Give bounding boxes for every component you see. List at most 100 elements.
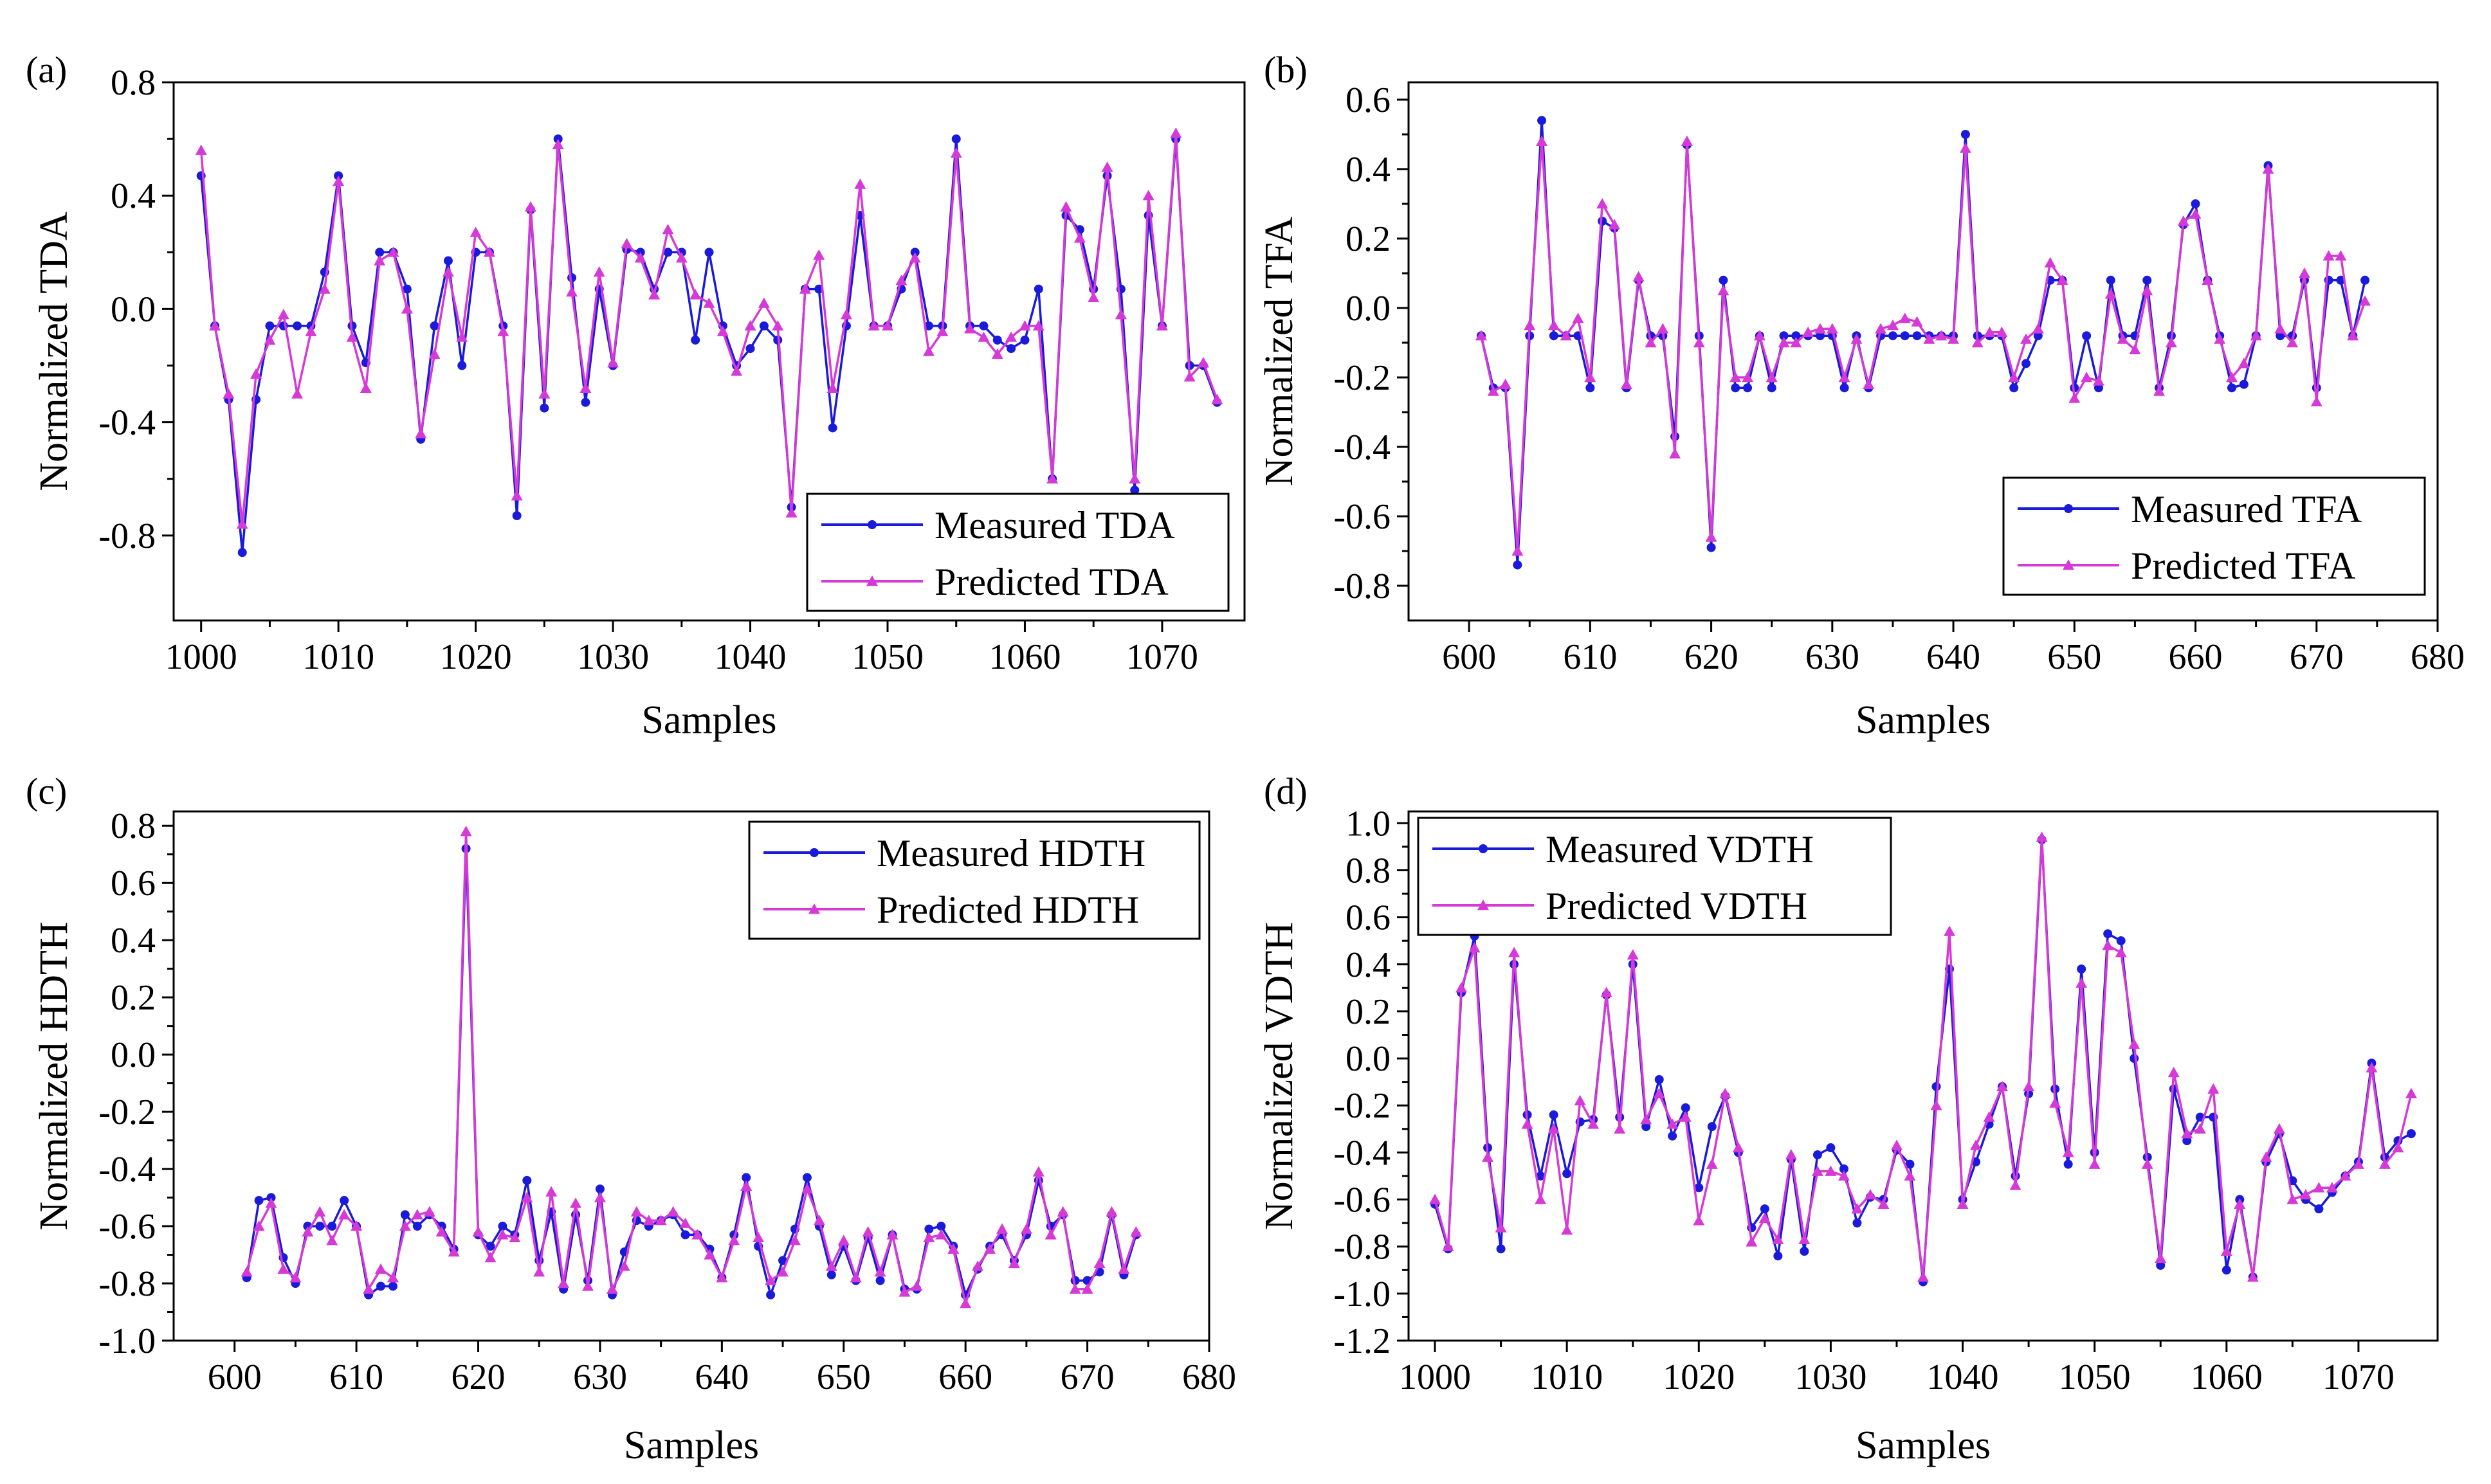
data-point xyxy=(195,144,207,155)
data-point xyxy=(1197,357,1209,368)
data-point xyxy=(1118,1263,1130,1274)
data-point xyxy=(1890,1139,1902,1150)
legend-label: Measured HDTH xyxy=(877,832,1145,874)
data-point xyxy=(2352,1158,2364,1169)
data-point xyxy=(1653,1087,1665,1099)
data-point xyxy=(1984,326,1996,337)
data-point xyxy=(667,1206,679,1217)
data-point xyxy=(237,548,247,557)
data-point xyxy=(415,428,427,439)
data-point xyxy=(277,309,289,320)
data-point xyxy=(521,1191,533,1202)
data-point xyxy=(2276,331,2285,341)
data-point xyxy=(1971,337,1984,348)
data-point xyxy=(2141,285,2153,296)
y-tick-label: 1.0 xyxy=(1346,804,1391,844)
legend-marker xyxy=(866,575,878,586)
data-point xyxy=(375,248,385,257)
data-point xyxy=(2033,331,2043,341)
data-point xyxy=(1142,190,1154,201)
data-point xyxy=(1944,925,1956,936)
data-point xyxy=(2116,936,2126,946)
data-point xyxy=(314,1206,326,1217)
data-point xyxy=(2068,392,2081,403)
data-point xyxy=(2049,1097,2061,1108)
data-point xyxy=(1839,1164,1848,1173)
data-point xyxy=(828,423,837,433)
data-point xyxy=(2405,1087,2417,1099)
y-tick-label: 0.4 xyxy=(1346,945,1391,985)
x-tick-label: 620 xyxy=(452,1357,506,1397)
y-tick-label: 0.8 xyxy=(1346,851,1391,891)
data-point xyxy=(1008,1257,1020,1269)
data-point xyxy=(837,1235,850,1245)
legend: Measured TFA Predicted TFA xyxy=(2002,476,2426,596)
data-point xyxy=(1746,1236,1758,1247)
data-point xyxy=(777,1266,789,1277)
data-point xyxy=(1654,1074,1664,1084)
data-point xyxy=(758,297,770,308)
data-point xyxy=(2313,1182,2325,1193)
data-point xyxy=(387,1272,399,1283)
data-point xyxy=(1983,1111,1995,1122)
data-point xyxy=(1930,1099,1942,1110)
data-point xyxy=(1811,1165,1823,1176)
data-point xyxy=(1585,383,1595,393)
y-tick-label: 0.0 xyxy=(111,289,156,329)
data-point xyxy=(2129,343,2141,354)
panel-label: (b) xyxy=(1264,49,1308,91)
x-tick-label: 1040 xyxy=(715,637,787,677)
data-point xyxy=(753,1231,765,1243)
y-tick-label: 0.8 xyxy=(111,806,156,846)
data-point xyxy=(1719,1087,1731,1099)
legend-marker xyxy=(808,903,820,914)
data-point xyxy=(2220,1245,2232,1256)
data-point xyxy=(691,1229,704,1240)
data-point xyxy=(1679,1111,1692,1122)
data-point xyxy=(457,361,467,370)
data-point xyxy=(411,1209,423,1220)
data-point xyxy=(579,382,592,393)
data-point xyxy=(924,321,934,330)
data-point xyxy=(745,344,755,354)
data-point xyxy=(2202,274,2214,285)
data-point xyxy=(1816,331,1825,341)
data-point xyxy=(778,1256,788,1265)
data-point xyxy=(2020,333,2032,344)
data-point xyxy=(558,1278,570,1289)
legend: Measured HDTH Predicted HDTH xyxy=(748,820,1201,940)
data-point xyxy=(2009,383,2019,393)
data-point xyxy=(318,283,331,294)
data-point xyxy=(1970,1139,1982,1150)
data-point xyxy=(1931,1081,1941,1091)
x-tick-label: 1020 xyxy=(1663,1357,1735,1397)
data-point xyxy=(1838,372,1850,383)
data-point xyxy=(1513,560,1522,570)
data-point xyxy=(2142,275,2152,285)
data-point xyxy=(1743,383,1753,393)
data-point xyxy=(1753,330,1766,341)
data-point xyxy=(1046,473,1059,484)
y-tick-label: -0.4 xyxy=(98,1150,156,1190)
y-tick-label: 0.2 xyxy=(1346,219,1391,259)
data-point xyxy=(1640,1114,1652,1125)
data-point xyxy=(412,1222,422,1231)
data-point xyxy=(1535,1193,1547,1204)
x-tick-label: 1040 xyxy=(1927,1357,1999,1397)
data-point xyxy=(862,1226,874,1237)
data-point xyxy=(950,147,962,158)
x-tick-label: 650 xyxy=(2047,637,2101,677)
data-point xyxy=(2189,208,2202,219)
data-point xyxy=(1600,986,1612,997)
data-point xyxy=(533,1266,545,1277)
data-point xyxy=(423,1206,435,1217)
data-point xyxy=(1904,1170,1916,1181)
data-point xyxy=(265,1197,277,1208)
data-point xyxy=(1487,385,1499,396)
data-point xyxy=(2063,1159,2073,1169)
y-tick-label: 0.8 xyxy=(111,63,156,103)
data-point xyxy=(1183,371,1196,382)
data-point xyxy=(655,1215,667,1226)
data-point xyxy=(744,320,756,331)
plot-frame xyxy=(1407,810,2439,1342)
